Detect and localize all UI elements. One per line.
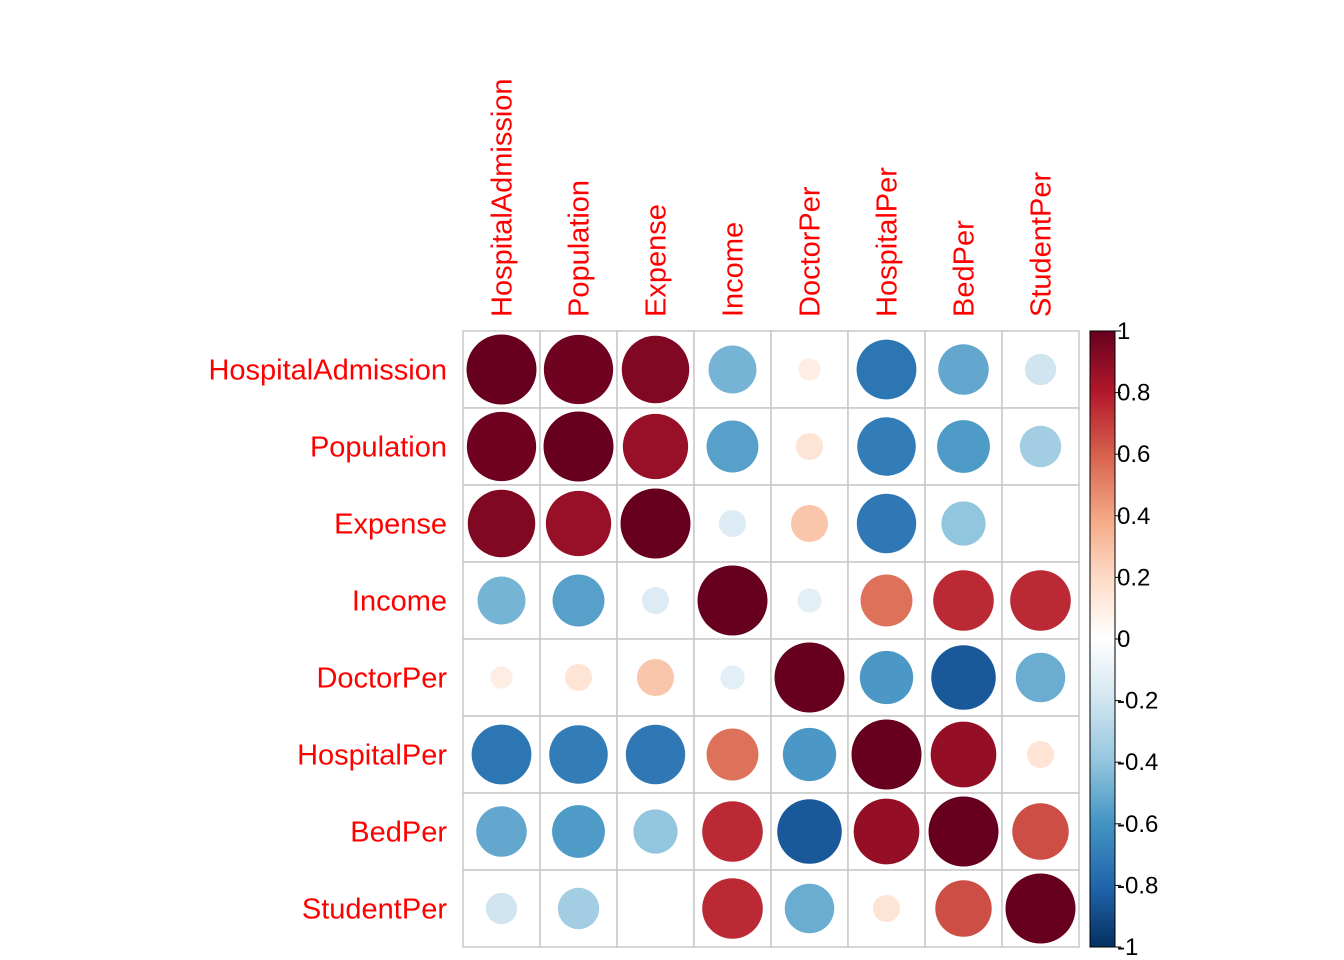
corr-circle-HospitalAdmission-HospitalPer (856, 339, 917, 400)
corr-circle-Population-Expense (622, 413, 689, 480)
colorbar-tick-label: -1 (1117, 934, 1138, 960)
corr-circle-Population-DoctorPer (795, 432, 824, 461)
col-label-Population: Population (564, 180, 596, 317)
column-labels: HospitalAdmission Population Expense Income… (487, 78, 1058, 317)
corr-circle-Expense-Income (718, 509, 747, 538)
corr-circle-BedPer-Expense (633, 809, 678, 854)
corr-circle-HospitalPer-Population (549, 725, 608, 784)
corr-circle-DoctorPer-HospitalPer (859, 650, 914, 705)
corr-circle-Income-DoctorPer (797, 588, 822, 613)
col-label-Expense: Expense (641, 204, 673, 317)
corr-circle-StudentPer-HospitalAdmission (485, 892, 518, 925)
colorbar-tick-label: 0.2 (1117, 564, 1150, 591)
corr-circle-BedPer-StudentPer (1012, 803, 1069, 860)
colorbar-legend: 1 0.8 0.6 0.4 0.2 0 -0.2 -0.4 -0.6 -0.8 -1 (1089, 318, 1158, 960)
corr-circle-HospitalAdmission-StudentPer (1024, 353, 1057, 386)
corr-circle-Population-StudentPer (1019, 425, 1062, 468)
corr-circle-StudentPer-DoctorPer (784, 883, 835, 934)
corr-circle-Income-HospitalAdmission (477, 576, 526, 625)
row-label-Expense: Expense (334, 509, 447, 541)
corr-circle-DoctorPer-HospitalAdmission (490, 666, 513, 689)
row-label-Population: Population (310, 432, 447, 464)
corr-circle-DoctorPer-StudentPer (1015, 652, 1066, 703)
corr-circle-Income-BedPer (933, 570, 994, 631)
colorbar-tick-label: 0.4 (1117, 503, 1150, 530)
col-label-StudentPer: StudentPer (1026, 172, 1058, 317)
corr-circle-HospitalPer-StudentPer (1026, 740, 1055, 769)
colorbar-tick-label: 0.8 (1117, 380, 1150, 407)
corr-circle-BedPer-HospitalPer (853, 798, 920, 865)
corr-circle-DoctorPer-Expense (636, 658, 675, 697)
grid-cell (1001, 330, 1080, 409)
corr-circle-HospitalAdmission-DoctorPer (798, 358, 821, 381)
corr-circle-Population-HospitalPer (857, 417, 916, 476)
corr-circle-HospitalAdmission-Expense (621, 335, 690, 404)
circle-marks (466, 334, 1076, 944)
row-label-HospitalAdmission: HospitalAdmission (208, 355, 447, 387)
corr-circle-Income-HospitalPer (860, 574, 913, 627)
corr-circle-Income-StudentPer (1010, 570, 1071, 631)
row-label-BedPer: BedPer (350, 817, 447, 849)
colorbar-tick-label: 0.6 (1117, 441, 1150, 468)
corr-circle-HospitalPer-Income (706, 728, 759, 781)
corr-circle-HospitalAdmission-Population (543, 334, 614, 405)
corr-circle-HospitalAdmission-HospitalAdmission (466, 334, 537, 405)
corr-circle-HospitalPer-DoctorPer (782, 727, 837, 782)
corr-circle-StudentPer-Income (702, 878, 763, 939)
corr-circle-Population-BedPer (937, 420, 990, 473)
corr-circle-HospitalPer-HospitalPer (851, 719, 922, 790)
corr-circle-HospitalPer-Expense (625, 724, 686, 785)
corr-circle-HospitalPer-BedPer (930, 721, 997, 788)
corr-circle-DoctorPer-Population (564, 663, 593, 692)
corr-circle-StudentPer-BedPer (935, 880, 992, 937)
corr-circle-Expense-BedPer (941, 501, 986, 546)
corr-circle-Population-Population (543, 411, 614, 482)
col-label-HospitalAdmission: HospitalAdmission (487, 78, 519, 317)
grid-cell (1001, 484, 1080, 563)
corr-circle-BedPer-Income (702, 801, 763, 862)
colorbar-tick-label: 0 (1117, 626, 1130, 653)
grid-cell (616, 869, 695, 948)
corr-circle-DoctorPer-Income (720, 665, 745, 690)
corr-circle-Income-Expense (641, 586, 670, 615)
corr-circle-StudentPer-HospitalPer (872, 894, 901, 923)
corr-circle-Expense-DoctorPer (790, 504, 829, 543)
row-label-DoctorPer: DoctorPer (316, 663, 447, 695)
corr-circle-Expense-Population (545, 490, 612, 557)
row-labels: HospitalAdmission Population Expense Income… (208, 355, 447, 926)
corr-circle-BedPer-DoctorPer (777, 799, 842, 864)
colorbar-tick-label: -0.8 (1117, 872, 1158, 899)
col-label-BedPer: BedPer (949, 220, 981, 317)
colorbar-tick-label: 1 (1117, 318, 1130, 345)
corr-circle-StudentPer-Population (557, 887, 600, 930)
corr-circle-HospitalAdmission-Income (708, 345, 757, 394)
corr-circle-Expense-HospitalPer (856, 493, 917, 554)
col-label-Income: Income (718, 222, 750, 317)
row-label-HospitalPer: HospitalPer (297, 740, 447, 772)
corr-circle-StudentPer-StudentPer (1005, 873, 1076, 944)
corr-circle-Population-Income (706, 420, 759, 473)
colorbar-tick-label: -0.2 (1117, 688, 1158, 715)
corr-circle-HospitalPer-HospitalAdmission (471, 724, 532, 785)
corr-circle-BedPer-Population (552, 805, 605, 858)
corr-circle-BedPer-HospitalAdmission (476, 806, 527, 857)
corr-circle-BedPer-BedPer (928, 796, 999, 867)
row-label-Income: Income (352, 586, 447, 618)
colorbar-gradient (1089, 330, 1116, 948)
corr-circle-Income-Population (552, 574, 605, 627)
corr-circle-HospitalAdmission-BedPer (938, 344, 989, 395)
col-label-HospitalPer: HospitalPer (872, 167, 904, 317)
col-label-DoctorPer: DoctorPer (795, 186, 827, 317)
corr-circle-Expense-HospitalAdmission (467, 489, 536, 558)
corr-circle-Expense-Expense (620, 488, 691, 559)
colorbar-tick-label: -0.4 (1117, 749, 1158, 776)
corr-circle-DoctorPer-BedPer (931, 645, 996, 710)
corr-circle-Population-HospitalAdmission (466, 411, 537, 482)
colorbar-tick-label: -0.6 (1117, 811, 1158, 838)
row-label-StudentPer: StudentPer (302, 894, 447, 926)
corr-circle-DoctorPer-DoctorPer (774, 642, 845, 713)
corr-circle-Income-Income (697, 565, 768, 636)
